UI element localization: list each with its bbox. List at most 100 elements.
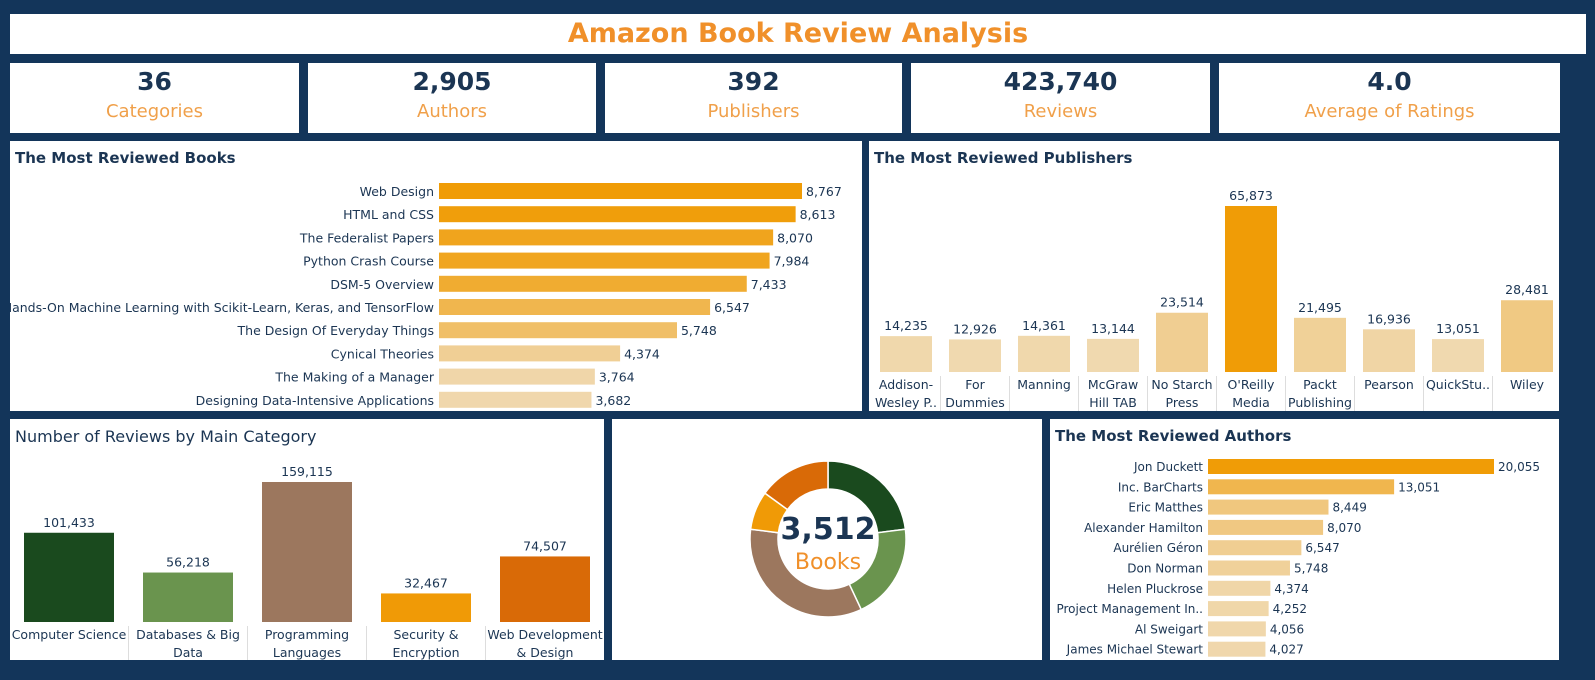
data-label: 4,027 [1269, 643, 1303, 657]
category-label: James Michael Stewart [1066, 643, 1204, 657]
category-label: Web Development [487, 627, 602, 642]
bar [1208, 540, 1302, 556]
bar [439, 183, 802, 199]
data-label: 101,433 [43, 515, 95, 530]
category-label: Media [1232, 395, 1270, 410]
bar [1363, 329, 1415, 372]
category-label: Wiley [1510, 377, 1545, 392]
bar [24, 532, 114, 622]
dashboard-title: Amazon Book Review Analysis [567, 18, 1029, 49]
category-label: Don Norman [1127, 562, 1203, 576]
books-chart-title: The Most Reviewed Books [15, 149, 236, 167]
data-label: 8,070 [777, 230, 813, 245]
data-label: 4,374 [1274, 582, 1308, 596]
bar [1501, 300, 1553, 372]
kpi-authors: 2,905 Authors [308, 63, 596, 133]
books-bar-chart: Web Design 8,767 HTML and CSS 8,613 The Fede… [10, 183, 842, 408]
bar [439, 229, 774, 246]
data-label: 13,051 [1436, 321, 1480, 336]
category-label: Publishing [1288, 395, 1352, 410]
bar [1208, 479, 1395, 495]
authors-panel: The Most Reviewed Authors Jon Duckett 20,… [1050, 419, 1559, 660]
category-label: Pearson [1364, 377, 1414, 392]
data-label: 8,449 [1332, 501, 1366, 515]
data-label: 6,547 [714, 300, 750, 315]
bar [439, 368, 595, 385]
category-label: Alexander Hamilton [1084, 521, 1203, 535]
donut-panel: 3,512 Books [612, 419, 1042, 660]
category-label: Addison- [879, 377, 933, 392]
data-label: 8,613 [800, 207, 836, 222]
data-label: 13,144 [1091, 321, 1135, 336]
bar [1018, 335, 1070, 372]
bar [1225, 206, 1277, 372]
bar [1208, 560, 1290, 576]
bar [500, 556, 590, 622]
category-label: Designing Data-Intensive Applications [196, 393, 434, 408]
category-label: Languages [273, 645, 341, 660]
data-label: 7,984 [774, 254, 810, 269]
data-label: 14,235 [884, 318, 928, 333]
bar [1208, 580, 1271, 596]
bar [1208, 519, 1324, 535]
bar [439, 275, 747, 292]
category-label: Hands-On Machine Learning with Scikit-Le… [10, 300, 434, 315]
data-label: 20,055 [1498, 460, 1540, 474]
data-label: 8,767 [806, 184, 842, 199]
category-label: Python Crash Course [303, 254, 434, 269]
category-label: Al Sweigart [1135, 622, 1203, 636]
bar [143, 572, 233, 622]
bar [1156, 312, 1208, 372]
category-label: McGraw [1088, 377, 1138, 392]
data-label: 14,361 [1022, 318, 1066, 333]
donut-total-label: Books [795, 550, 861, 575]
bar [1294, 317, 1346, 372]
category-panel: Number of Reviews by Main Category 101,4… [10, 419, 604, 660]
bar [1208, 621, 1266, 637]
category-label: DSM-5 Overview [330, 277, 434, 292]
kpi-value: 2,905 [412, 67, 492, 96]
publishers-chart-title: The Most Reviewed Publishers [874, 149, 1133, 167]
category-chart-title: Number of Reviews by Main Category [15, 427, 317, 446]
category-label: Databases & Big [136, 627, 240, 642]
kpi-label: Publishers [707, 101, 800, 122]
kpi-label: Average of Ratings [1304, 101, 1475, 122]
category-label: Dummies [945, 395, 1005, 410]
category-label: Aurélien Géron [1113, 541, 1203, 555]
data-label: 5,748 [1294, 562, 1328, 576]
category-label: No Starch [1151, 377, 1212, 392]
title-panel: Amazon Book Review Analysis [10, 14, 1586, 54]
bar [880, 336, 932, 372]
category-label: Inc. BarCharts [1118, 480, 1203, 494]
bar [1087, 338, 1139, 372]
category-label: The Federalist Papers [299, 230, 434, 245]
bar [1208, 459, 1494, 474]
bar [1208, 499, 1329, 515]
category-label: Eric Matthes [1128, 501, 1203, 515]
bar [439, 322, 677, 339]
bar [439, 299, 711, 315]
authors-chart-title: The Most Reviewed Authors [1055, 427, 1292, 445]
data-label: 13,051 [1398, 480, 1440, 494]
category-label: Cynical Theories [331, 346, 434, 361]
kpi-label: Authors [417, 101, 487, 122]
category-label: For [965, 377, 985, 392]
donut-slice [763, 460, 829, 511]
bar [262, 482, 352, 622]
data-label: 3,682 [595, 393, 631, 408]
kpi-label: Reviews [1023, 101, 1098, 122]
bar [439, 391, 592, 408]
kpi-reviews: 423,740 Reviews [911, 63, 1210, 133]
data-label: 65,873 [1229, 188, 1273, 203]
data-label: 16,936 [1367, 311, 1411, 326]
category-label: QuickStu.. [1426, 377, 1490, 392]
bar [439, 345, 621, 362]
bar [1208, 601, 1269, 617]
kpi-categories: 36 Categories [10, 63, 299, 133]
data-label: 12,926 [953, 321, 997, 336]
publishers-bar-chart: 14,235 Addison- Wesley P.. 12,926 For Dummies… [875, 188, 1553, 411]
data-label: 4,374 [624, 346, 660, 361]
category-label: HTML and CSS [343, 207, 434, 222]
category-label: Web Design [360, 184, 434, 199]
donut-total-value: 3,512 [781, 512, 876, 547]
